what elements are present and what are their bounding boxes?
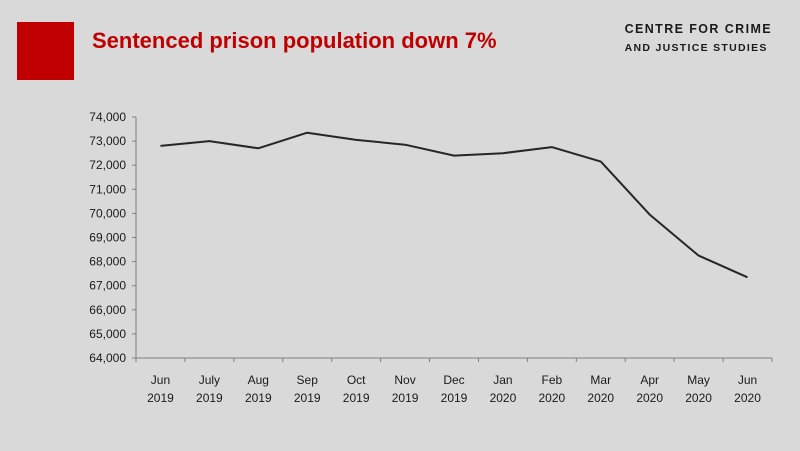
x-tick-label: Dec 2019 (441, 373, 468, 405)
x-tick-label: May 2020 (685, 373, 712, 405)
brand-square (17, 22, 74, 80)
x-tick-label: Jan 2020 (490, 373, 517, 405)
x-tick-label: Sep 2019 (294, 373, 321, 405)
org-logo-text: CENTRE FOR CRIME AND JUSTICE STUDIES (625, 20, 772, 58)
x-tick-label: Feb 2020 (538, 373, 565, 405)
y-tick-label: 67,000 (89, 279, 126, 293)
x-tick-label: July 2019 (196, 373, 223, 405)
y-tick-label: 70,000 (89, 206, 126, 220)
x-tick-label: Jun 2020 (734, 373, 761, 405)
y-tick-label: 68,000 (89, 255, 126, 269)
x-tick-label: Aug 2019 (245, 373, 272, 405)
y-tick-label: 66,000 (89, 303, 126, 317)
y-tick-label: 72,000 (89, 158, 126, 172)
x-tick-label: Nov 2019 (392, 373, 419, 405)
y-tick-label: 74,000 (89, 110, 126, 124)
x-tick-label: Mar 2020 (587, 373, 614, 405)
org-line-1: CENTRE FOR CRIME (624, 22, 772, 36)
y-tick-label: 69,000 (89, 231, 126, 245)
org-line-2: AND JUSTICE STUDIES (624, 42, 768, 54)
y-tick-label: 71,000 (89, 182, 126, 196)
x-tick-label: Oct 2019 (343, 373, 370, 405)
chart-title: Sentenced prison population down 7% (92, 28, 497, 53)
y-tick-label: 73,000 (89, 134, 126, 148)
x-tick-label: Jun 2019 (147, 373, 174, 405)
x-tick-label: Apr 2020 (636, 373, 663, 405)
y-tick-label: 64,000 (89, 351, 126, 365)
series-line (160, 131, 748, 279)
y-tick-label: 65,000 (89, 327, 126, 341)
